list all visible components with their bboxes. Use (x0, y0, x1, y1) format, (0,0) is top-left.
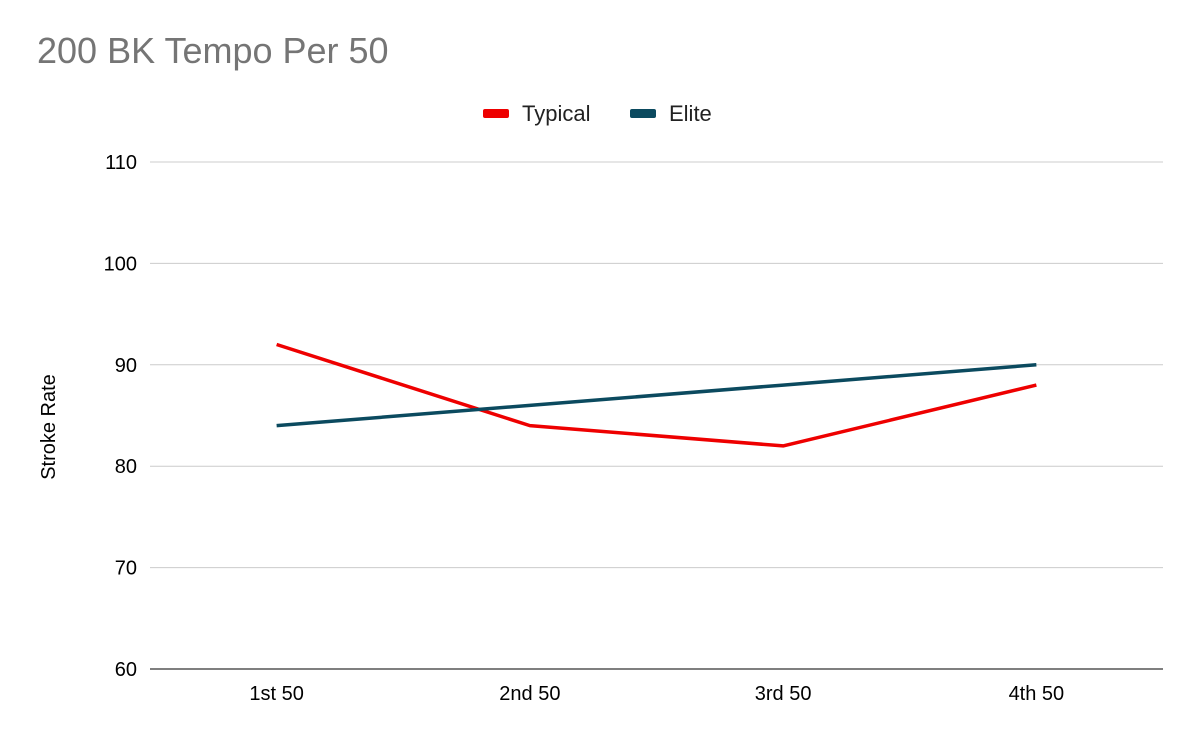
y-tick-label: 100 (104, 253, 137, 275)
y-axis-title: Stroke Rate (38, 374, 60, 480)
series-line-typical (276, 342, 1037, 448)
legend-label: Elite (669, 101, 712, 126)
x-tick-label: 1st 50 (249, 683, 303, 705)
legend-swatch (483, 109, 509, 118)
series-line-elite (276, 363, 1037, 428)
x-tick-label: 2nd 50 (499, 683, 560, 705)
y-tick-label: 90 (115, 355, 137, 377)
y-tick-label: 110 (105, 152, 137, 174)
y-tick-label: 60 (115, 659, 137, 681)
y-tick-label: 70 (115, 558, 137, 580)
y-tick-label: 80 (115, 456, 137, 478)
x-tick-label: 3rd 50 (755, 683, 812, 705)
x-axis-ticks: 1st 50 2nd 50 3rd 50 4th 50 (249, 683, 1064, 705)
grid-lines (150, 161, 1163, 670)
legend-label: Typical (522, 101, 590, 126)
legend-swatch (630, 109, 656, 118)
legend: Typical Elite (483, 101, 712, 126)
series-lines (276, 342, 1037, 448)
x-tick-label: 4th 50 (1009, 683, 1065, 705)
chart-title: 200 BK Tempo Per 50 (37, 30, 389, 71)
y-axis-ticks: 60 70 80 90 100 110 (104, 152, 137, 681)
